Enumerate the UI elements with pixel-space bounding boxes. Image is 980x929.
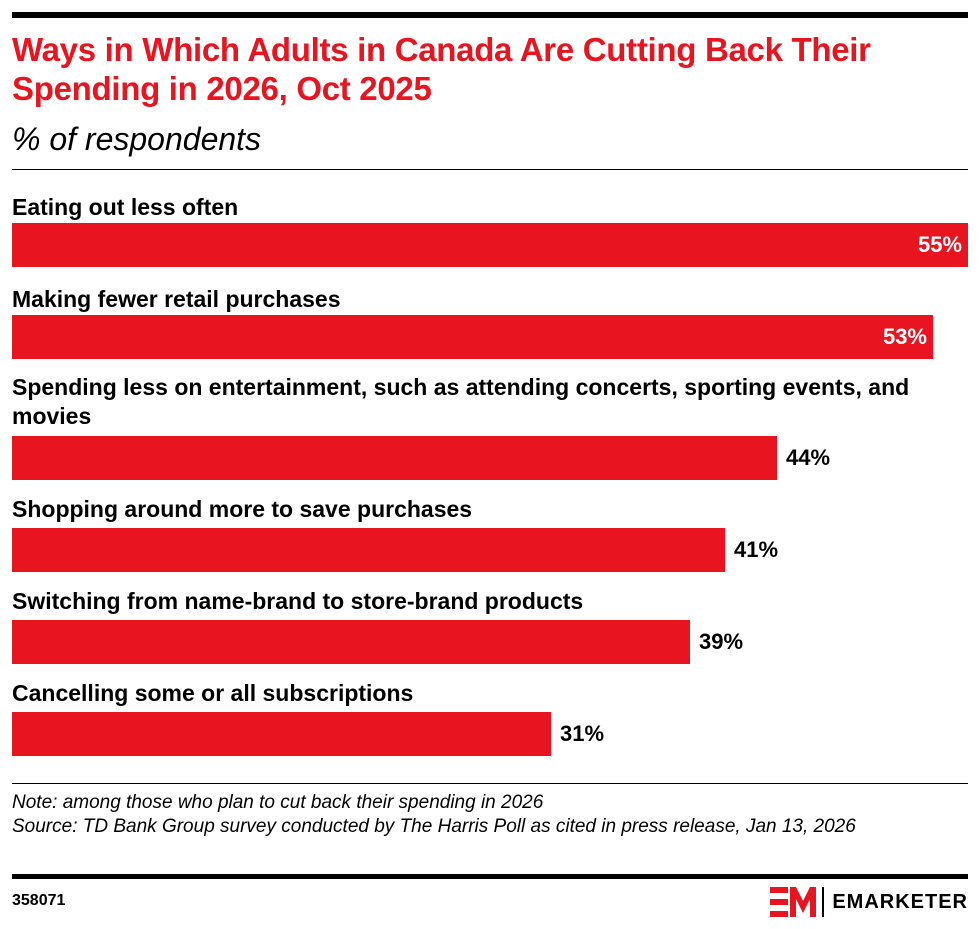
value-label: 55% — [898, 223, 962, 267]
bar — [12, 223, 968, 267]
bottom-rule — [12, 874, 968, 879]
category-label: Making fewer retail purchases — [12, 285, 962, 314]
footnotes: Note: among those who plan to cut back t… — [12, 791, 968, 839]
source-text: Source: TD Bank Group survey conducted b… — [12, 815, 968, 839]
footer-divider — [12, 783, 968, 784]
emarketer-logo-icon — [770, 887, 816, 917]
bar — [12, 436, 777, 480]
bar — [12, 315, 933, 359]
category-label: Spending less on entertainment, such as … — [12, 373, 962, 431]
brand-separator — [822, 887, 824, 917]
value-label: 44% — [786, 436, 830, 480]
category-label: Switching from name-brand to store-brand… — [12, 587, 962, 616]
value-label: 41% — [734, 528, 778, 572]
brand-logo: EMARKETER — [770, 884, 968, 920]
chart-id: 358071 — [12, 892, 65, 910]
category-label: Shopping around more to save purchases — [12, 495, 962, 524]
value-label: 31% — [560, 712, 604, 756]
category-label: Eating out less often — [12, 193, 962, 222]
category-label: Cancelling some or all subscriptions — [12, 679, 962, 708]
bar — [12, 712, 551, 756]
value-label: 39% — [699, 620, 743, 664]
bar — [12, 620, 690, 664]
brand-name: EMARKETER — [832, 891, 968, 914]
note-text: Note: among those who plan to cut back t… — [12, 791, 968, 815]
bar — [12, 528, 725, 572]
value-label: 53% — [863, 315, 927, 359]
